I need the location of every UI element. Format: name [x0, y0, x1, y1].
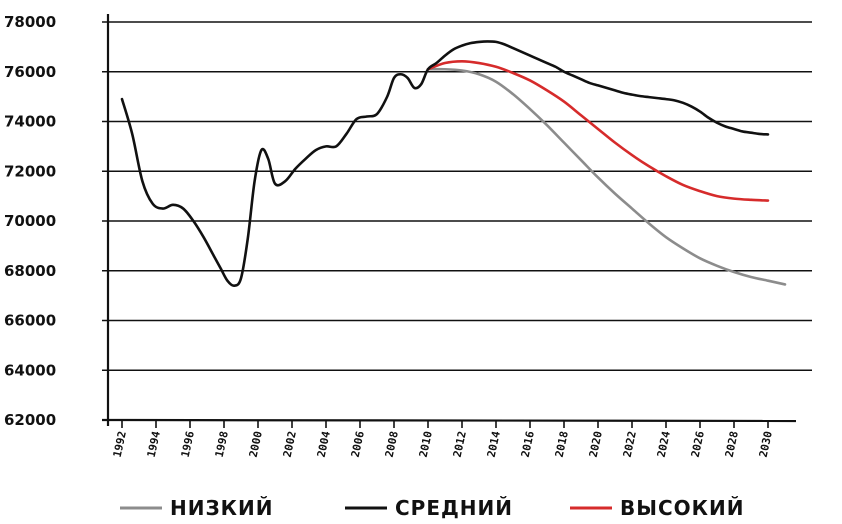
legend-item-medium: СРЕДНИЙ	[345, 496, 513, 520]
x-axis-line	[101, 418, 797, 423]
x-tick-label: 2018	[553, 430, 571, 459]
y-tick-label: 64000	[4, 361, 56, 379]
y-tick-label: 66000	[4, 312, 56, 330]
y-tick-label: 74000	[4, 113, 56, 131]
x-tick-label: 1994	[145, 430, 163, 459]
legend-item-low: НИЗКИЙ	[120, 496, 274, 520]
y-tick-label: 72000	[4, 162, 56, 180]
series-line-medium	[120, 40, 770, 287]
x-tick-label: 1998	[213, 430, 231, 459]
legend-item-high: ВЫСОКИЙ	[570, 496, 744, 520]
x-tick-label: 2026	[689, 430, 707, 459]
legend-label: ВЫСОКИЙ	[620, 496, 744, 520]
x-tick-label: 2012	[451, 430, 469, 459]
y-tick-label: 76000	[4, 63, 56, 81]
x-tick-label: 2028	[723, 430, 741, 459]
x-tick-label: 2030	[757, 430, 775, 459]
series-line-high	[426, 60, 770, 202]
x-tick-label: 2014	[485, 430, 503, 459]
grid-lines	[102, 21, 812, 372]
y-tick-label: 68000	[4, 262, 56, 280]
x-tick-label: 2008	[383, 430, 401, 459]
x-tick-label: 2022	[621, 430, 639, 459]
legend-label: НИЗКИЙ	[170, 496, 274, 520]
x-tick-label: 2024	[655, 430, 673, 459]
x-tick-label: 2002	[281, 430, 299, 459]
series-lines	[120, 40, 787, 287]
series-line-low	[426, 67, 787, 286]
x-tick-label: 1996	[179, 430, 197, 459]
y-tick-label: 62000	[4, 411, 56, 429]
x-tick-label: 2020	[587, 430, 605, 459]
x-tick-label: 2010	[417, 430, 435, 459]
x-tick-label: 2016	[519, 430, 537, 459]
y-tick-label: 70000	[4, 212, 56, 230]
x-tick-label: 1992	[111, 430, 129, 459]
x-tick-label: 2006	[349, 430, 367, 459]
y-tick-label: 78000	[4, 13, 56, 31]
legend-label: СРЕДНИЙ	[395, 496, 513, 520]
legend: НИЗКИЙ СРЕДНИЙ ВЫСОКИЙ	[120, 496, 744, 520]
y-axis: 62000 64000 66000 68000 70000 72000 74000 76000…	[4, 13, 110, 429]
x-axis: 1992 1994 1996 1998 2000 2002 2004 2006 2008 2010…	[101, 418, 797, 459]
x-tick-label: 2000	[247, 430, 265, 459]
x-tick-label: 2004	[315, 430, 333, 459]
